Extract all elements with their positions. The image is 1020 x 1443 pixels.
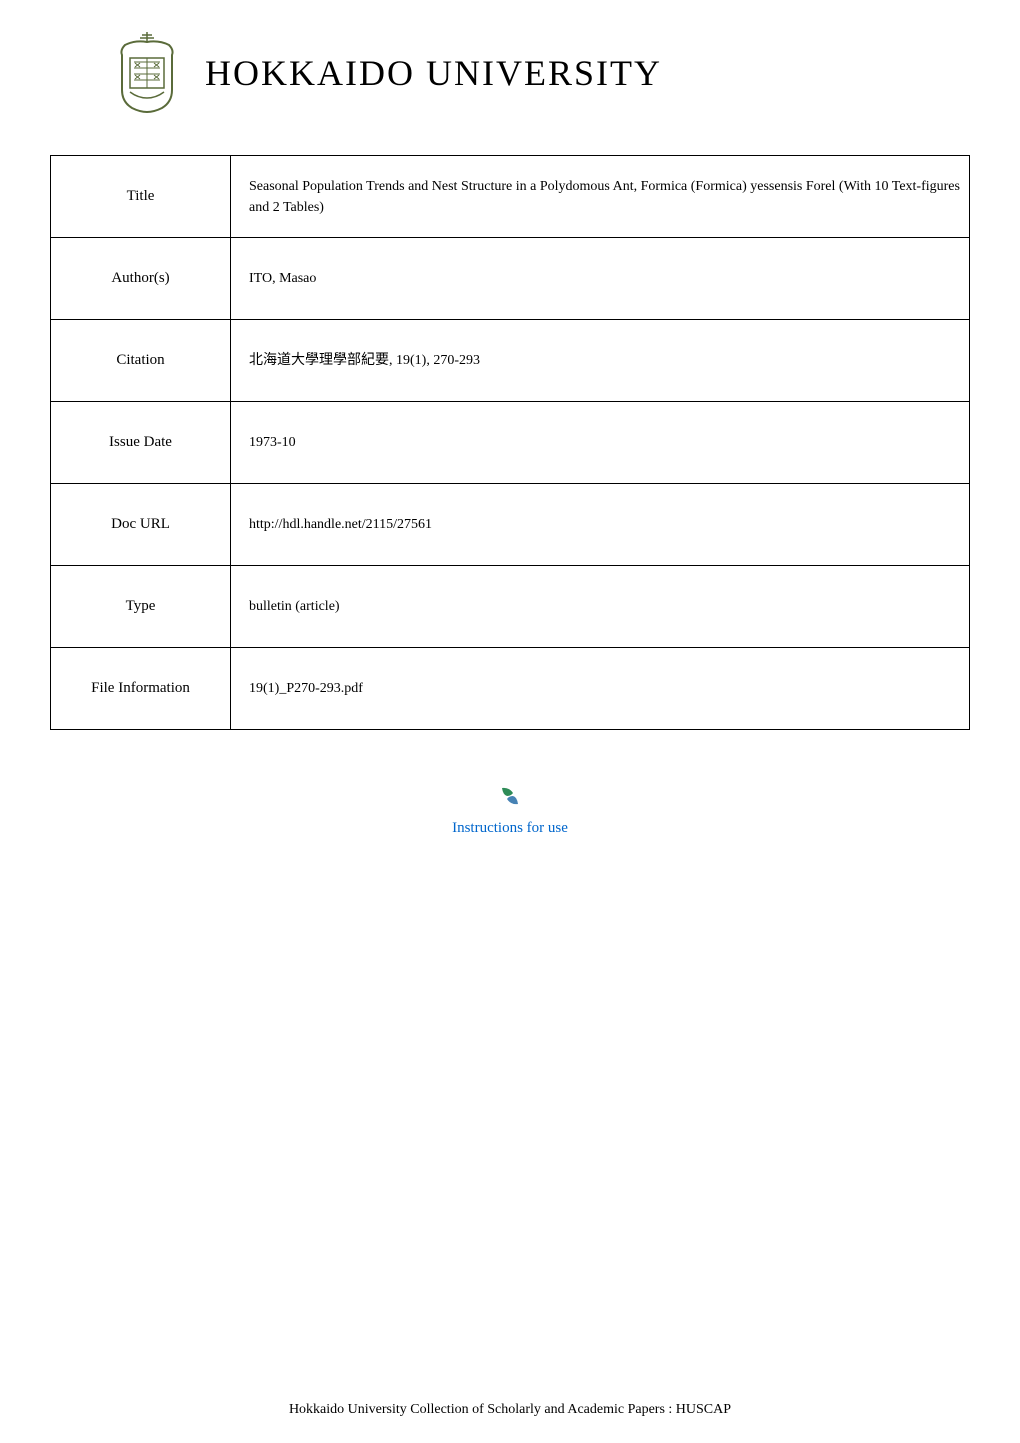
value-type: bulletin (article) [231,566,970,648]
table-row: Title Seasonal Population Trends and Nes… [51,156,970,238]
table-row: File Information 19(1)_P270-293.pdf [51,648,970,730]
value-citation: 北海道大學理學部紀要, 19(1), 270-293 [231,320,970,402]
value-issue-date: 1973-10 [231,402,970,484]
label-doc-url: Doc URL [51,484,231,566]
table-row: Issue Date 1973-10 [51,402,970,484]
label-author: Author(s) [51,238,231,320]
value-doc-url: http://hdl.handle.net/2115/27561 [231,484,970,566]
header: HOKKAIDO UNIVERSITY [0,0,1020,135]
label-citation: Citation [51,320,231,402]
value-author: ITO, Masao [231,238,970,320]
table-row: Type bulletin (article) [51,566,970,648]
metadata-table: Title Seasonal Population Trends and Nes… [50,155,970,730]
table-row: Author(s) ITO, Masao [51,238,970,320]
metadata-table-body: Title Seasonal Population Trends and Nes… [51,156,970,730]
label-type: Type [51,566,231,648]
label-file-info: File Information [51,648,231,730]
label-title: Title [51,156,231,238]
university-logo [110,30,185,115]
table-row: Doc URL http://hdl.handle.net/2115/27561 [51,484,970,566]
value-file-info: 19(1)_P270-293.pdf [231,648,970,730]
instructions-link[interactable]: Instructions for use [0,820,1020,837]
label-issue-date: Issue Date [51,402,231,484]
table-row: Citation 北海道大學理學部紀要, 19(1), 270-293 [51,320,970,402]
leaf-icon [499,785,521,812]
footer: Hokkaido University Collection of Schola… [0,1402,1020,1418]
instructions-section: Instructions for use [0,785,1020,837]
university-name: HOKKAIDO UNIVERSITY [205,52,662,94]
footer-text: Hokkaido University Collection of Schola… [289,1402,731,1417]
value-title: Seasonal Population Trends and Nest Stru… [231,156,970,238]
